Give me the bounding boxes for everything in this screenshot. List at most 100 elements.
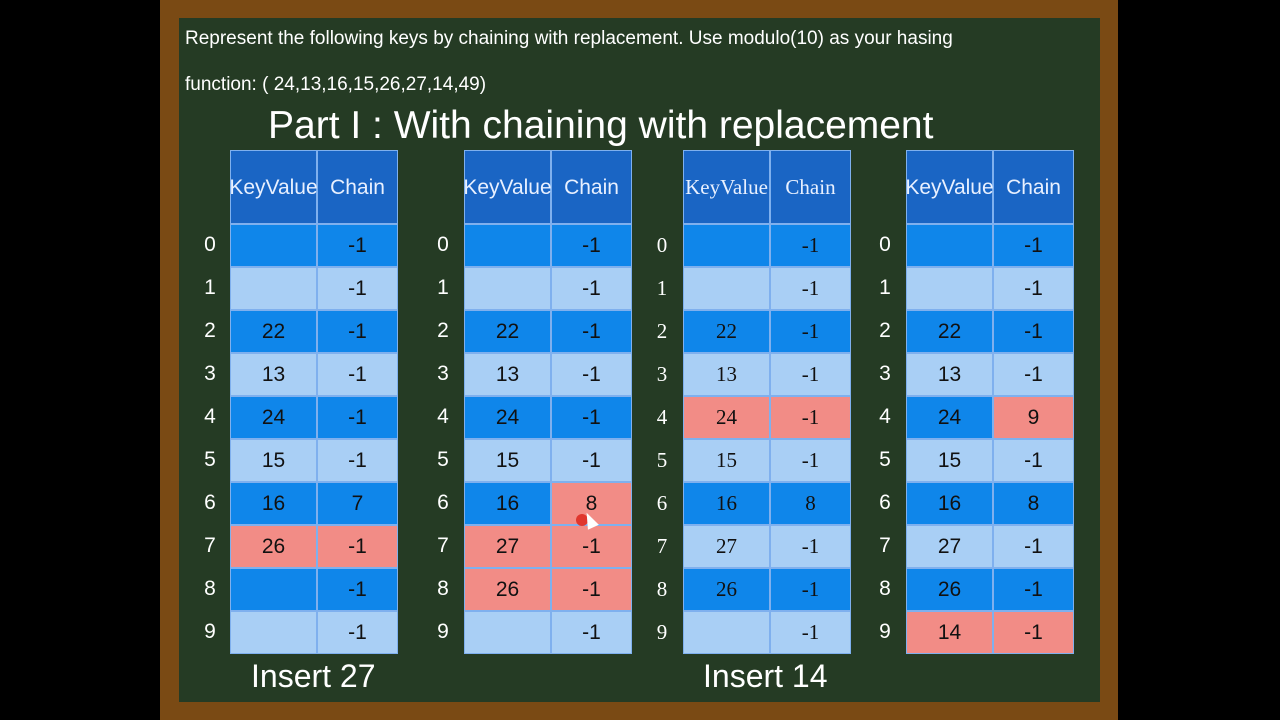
chain-cell: -1 bbox=[317, 525, 398, 568]
key-cell bbox=[683, 267, 770, 310]
row-index: 3 bbox=[879, 362, 891, 385]
row-index: 4 bbox=[656, 405, 668, 429]
key-cell bbox=[683, 611, 770, 654]
row-index: 1 bbox=[656, 276, 668, 300]
table-row: 22 -1 bbox=[906, 310, 1074, 353]
chain-cell: -1 bbox=[317, 310, 398, 353]
header-key-value: Key Value bbox=[683, 150, 770, 224]
table-row: 27 -1 bbox=[906, 525, 1074, 568]
chain-cell: 8 bbox=[551, 482, 632, 525]
row-index: 3 bbox=[204, 362, 216, 385]
row-index: 6 bbox=[879, 491, 891, 514]
row-index: 1 bbox=[437, 276, 449, 299]
row-index: 9 bbox=[437, 620, 449, 643]
chain-cell: -1 bbox=[551, 439, 632, 482]
header-key-line2: Value bbox=[941, 175, 994, 199]
header-key-line1: Key bbox=[229, 175, 266, 199]
chain-cell: -1 bbox=[770, 439, 851, 482]
key-cell: 26 bbox=[464, 568, 551, 611]
key-cell: 27 bbox=[906, 525, 993, 568]
header-key-line1: Key bbox=[685, 174, 721, 199]
key-cell bbox=[683, 224, 770, 267]
table-row: 16 8 bbox=[464, 482, 632, 525]
table-row: 15 -1 bbox=[683, 439, 851, 482]
key-cell: 26 bbox=[683, 568, 770, 611]
caption-insert-27: Insert 27 bbox=[251, 658, 376, 694]
table-row: -1 bbox=[683, 611, 851, 654]
row-index: 7 bbox=[879, 534, 891, 557]
key-cell: 27 bbox=[683, 525, 770, 568]
row-index: 2 bbox=[437, 319, 449, 342]
row-index: 6 bbox=[204, 491, 216, 514]
table-row: -1 bbox=[230, 611, 398, 654]
row-index: 7 bbox=[656, 534, 668, 558]
row-index: 9 bbox=[879, 620, 891, 643]
page-title: Part I : With chaining with replacement bbox=[268, 104, 934, 147]
header-chain: Chain bbox=[317, 150, 398, 224]
table-row: 15 -1 bbox=[906, 439, 1074, 482]
header-chain: Chain bbox=[770, 150, 851, 224]
table-row: 22 -1 bbox=[683, 310, 851, 353]
chain-cell: -1 bbox=[993, 439, 1074, 482]
row-index: 4 bbox=[204, 405, 216, 428]
table-row: 22 -1 bbox=[230, 310, 398, 353]
key-cell: 13 bbox=[230, 353, 317, 396]
table-row: -1 bbox=[906, 224, 1074, 267]
key-cell bbox=[230, 568, 317, 611]
table-row: 13 -1 bbox=[683, 353, 851, 396]
row-index: 0 bbox=[656, 233, 668, 257]
table-row: -1 bbox=[683, 224, 851, 267]
row-index: 2 bbox=[656, 319, 668, 343]
header-key-line2: Value bbox=[265, 175, 318, 199]
chain-cell: -1 bbox=[551, 353, 632, 396]
key-cell bbox=[230, 267, 317, 310]
row-index: 1 bbox=[204, 276, 216, 299]
chain-cell: -1 bbox=[551, 396, 632, 439]
chain-cell: -1 bbox=[317, 224, 398, 267]
table-header: Key Value Chain bbox=[905, 150, 1074, 224]
chain-cell: -1 bbox=[317, 439, 398, 482]
key-cell: 13 bbox=[906, 353, 993, 396]
row-index: 7 bbox=[437, 534, 449, 557]
table-header: Key Value Chain bbox=[463, 150, 632, 224]
chain-cell: -1 bbox=[551, 611, 632, 654]
table-row: 24 -1 bbox=[683, 396, 851, 439]
hash-table-3: Key Value Chain -1 -1 22 -1 13 -1 24 -1 15 -1 16 8 27 -1… bbox=[683, 150, 851, 654]
chain-cell: -1 bbox=[317, 568, 398, 611]
header-key-value: Key Value bbox=[463, 150, 552, 224]
chain-cell: -1 bbox=[993, 310, 1074, 353]
key-cell bbox=[230, 611, 317, 654]
row-index: 6 bbox=[437, 491, 449, 514]
chain-cell: -1 bbox=[770, 396, 851, 439]
row-index: 8 bbox=[437, 577, 449, 600]
chain-cell: -1 bbox=[551, 224, 632, 267]
key-cell: 15 bbox=[683, 439, 770, 482]
table-row: 13 -1 bbox=[230, 353, 398, 396]
row-index: 3 bbox=[437, 362, 449, 385]
table-row: 14 -1 bbox=[906, 611, 1074, 654]
row-index: 7 bbox=[204, 534, 216, 557]
row-index: 9 bbox=[204, 620, 216, 643]
chain-cell: 8 bbox=[993, 482, 1074, 525]
chain-cell: -1 bbox=[317, 611, 398, 654]
table-row: -1 bbox=[230, 224, 398, 267]
header-key-line2: Value bbox=[499, 175, 552, 199]
chain-cell: -1 bbox=[551, 310, 632, 353]
key-cell: 22 bbox=[906, 310, 993, 353]
key-cell: 14 bbox=[906, 611, 993, 654]
table-row: -1 bbox=[464, 224, 632, 267]
key-cell: 22 bbox=[464, 310, 551, 353]
chain-cell: -1 bbox=[770, 568, 851, 611]
table-row: -1 bbox=[230, 568, 398, 611]
row-index: 5 bbox=[204, 448, 216, 471]
table-row: 26 -1 bbox=[464, 568, 632, 611]
key-cell: 26 bbox=[230, 525, 317, 568]
table-row: -1 bbox=[464, 267, 632, 310]
row-index: 2 bbox=[204, 319, 216, 342]
key-cell: 26 bbox=[906, 568, 993, 611]
key-cell: 13 bbox=[683, 353, 770, 396]
table-row: 13 -1 bbox=[906, 353, 1074, 396]
row-index: 4 bbox=[879, 405, 891, 428]
row-index: 8 bbox=[656, 577, 668, 601]
key-cell: 27 bbox=[464, 525, 551, 568]
